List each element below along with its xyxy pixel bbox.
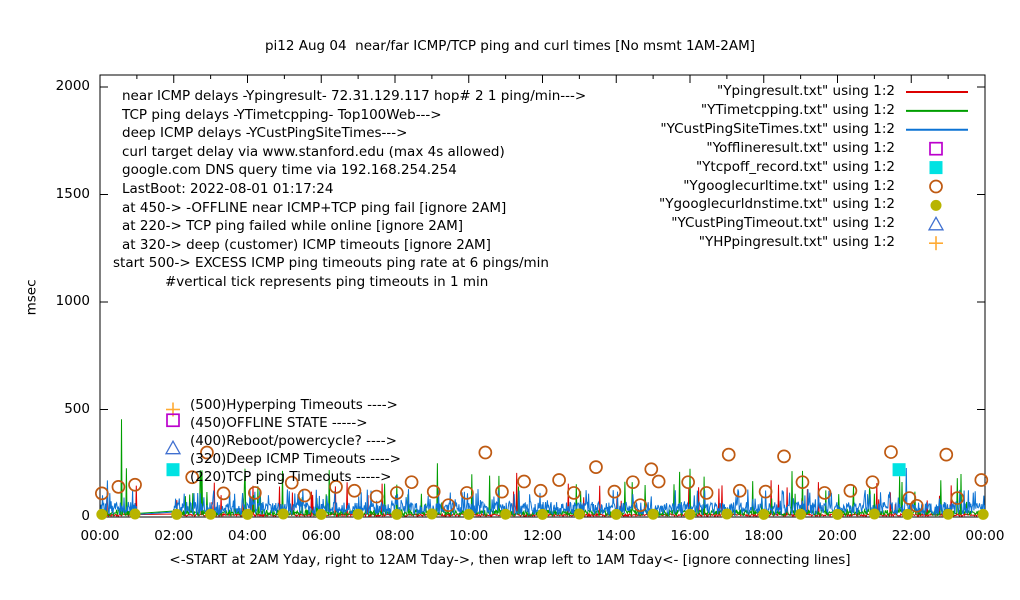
threshold-markers	[164, 402, 182, 477]
y-tick-label: 1500	[55, 185, 90, 202]
legend-entry: "Yofflineresult.txt" using 1:2	[706, 139, 895, 156]
threshold-label: (500)Hyperping Timeouts ---->	[190, 397, 398, 413]
info-line: at 220-> TCP ping failed while online [i…	[122, 218, 464, 235]
y-tick-label: 2000	[55, 78, 90, 94]
info-line: LastBoot: 2022-08-01 01:17:24	[122, 181, 334, 197]
x-axis-label: <-START at 2AM Yday, right to 12AM Tday-…	[169, 552, 851, 568]
y-tick-label: 500	[64, 400, 90, 417]
info-line: at 450-> -OFFLINE near ICMP+TCP ping fai…	[122, 199, 507, 216]
legend-entry: "Ytcpoff_record.txt" using 1:2	[695, 158, 895, 175]
info-line: TCP ping delays -YTimetcpping- Top100Web…	[122, 106, 442, 123]
x-tick-label: 12:00	[523, 528, 562, 544]
x-tick-label: 14:00	[596, 528, 636, 544]
series-Ygooglecurltime.txt	[94, 445, 989, 513]
x-tick-label: 04:00	[228, 528, 267, 544]
legend-entry: "YCustPingTimeout.txt" using 1:2	[671, 215, 895, 232]
x-tick-label: 22:00	[891, 528, 931, 544]
y-axis-label: msec	[23, 279, 40, 316]
legend-entry: "Ygooglecurltime.txt" using 1:2	[683, 177, 895, 194]
x-tick-label: 18:00	[744, 528, 784, 544]
legend-entry: "Ygooglecurldnstime.txt" using 1:2	[659, 196, 895, 213]
info-line: start 500-> EXCESS ICMP ping timeouts pi…	[113, 255, 549, 272]
threshold-label: (320)Deep ICMP Timeouts ---->	[190, 451, 401, 467]
y-tick-label: 1000	[55, 293, 90, 309]
legend-entry: "YCustPingSiteTimes.txt" using 1:2	[660, 120, 895, 137]
info-line: google.com DNS query time via 192.168.25…	[122, 162, 457, 179]
x-tick-label: 08:00	[375, 528, 415, 544]
series-Ytcpoff_record.txt	[892, 463, 906, 477]
legend-entry: "Ypingresult.txt" using 1:2	[717, 83, 895, 99]
info-line: deep ICMP delays -YCustPingSiteTimes--->	[122, 125, 408, 142]
info-line: near ICMP delays -Ypingresult- 72.31.129…	[122, 88, 587, 104]
y-tick-label: 0	[81, 508, 90, 524]
series-Ygooglecurldnstime.txt	[96, 508, 989, 520]
series-YCustPingSiteTimes.txt	[100, 467, 985, 517]
info-line: at 320-> deep (customer) ICMP timeouts […	[122, 236, 491, 253]
legend-entry: "YHPpingresult.txt" using 1:2	[698, 234, 895, 251]
legend-entry: "YTimetcpping.txt" using 1:2	[700, 101, 895, 118]
threshold-label: (400)Reboot/powercycle? ---->	[190, 433, 397, 449]
x-tick-label: 10:00	[449, 528, 489, 544]
x-tick-label: 16:00	[670, 528, 710, 544]
x-tick-label: 02:00	[154, 528, 194, 544]
x-tick-label: 20:00	[818, 528, 857, 544]
info-line: #vertical tick represents ping timeouts …	[165, 274, 489, 290]
chart-title: pi12 Aug 04 near/far ICMP/TCP ping and c…	[264, 38, 756, 54]
x-tick-label: 00:00	[80, 528, 120, 544]
legend-samples	[906, 91, 968, 251]
info-line: curl target delay via www.stanford.edu (…	[122, 143, 505, 160]
x-tick-label: 06:00	[301, 528, 341, 544]
x-tick-label: 00:00	[965, 528, 1005, 544]
threshold-label: (450)OFFLINE STATE ----->	[190, 415, 368, 431]
threshold-label: (220)TCP ping Timeouts ----->	[190, 469, 392, 485]
